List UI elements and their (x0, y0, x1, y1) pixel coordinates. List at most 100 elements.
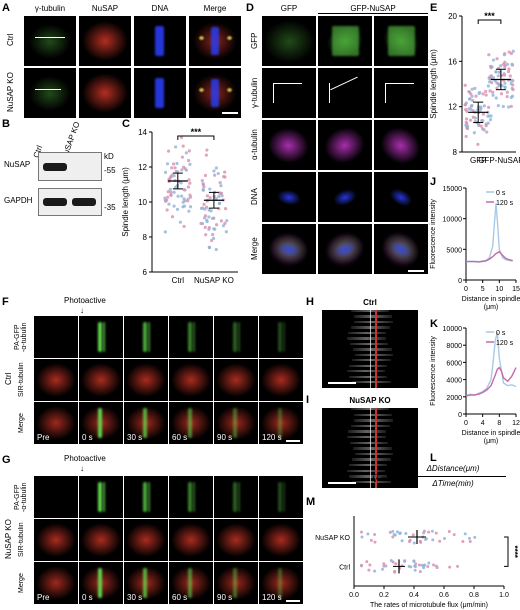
time-lapse-tile: 0 s (79, 562, 123, 604)
kymo-band (354, 353, 393, 356)
time-lapse-tile (34, 359, 78, 401)
spindle-signal (102, 322, 106, 352)
kymo-band (354, 315, 393, 318)
data-point (163, 170, 168, 174)
kymo-band (347, 331, 387, 335)
time-label: 0 s (82, 593, 93, 602)
cell-signal (81, 21, 129, 61)
data-point (468, 539, 472, 543)
data-point (497, 83, 501, 88)
time-lapse-tile (169, 316, 213, 358)
spindle-signal (143, 482, 147, 512)
panel-label-c: C (122, 118, 130, 130)
panel-label-e: E (430, 2, 438, 14)
category-label: GFP (470, 156, 486, 165)
chart-m: 0.0 0.2 0.4 0.6 0.8 1.0 The rates of microtubu… (315, 516, 519, 609)
panel-b-marker-55: -55 (104, 166, 116, 175)
data-point (506, 105, 511, 109)
spindle-pole-marker (384, 83, 386, 103)
data-point (163, 230, 167, 234)
data-point (478, 109, 482, 113)
data-point (207, 225, 211, 230)
data-point (423, 537, 427, 541)
panel-a-tile (134, 16, 186, 66)
data-point (463, 532, 467, 536)
data-point (392, 533, 396, 537)
data-point (489, 114, 493, 118)
panel-a-tile (79, 16, 131, 66)
data-point (505, 90, 509, 94)
cell-signal (261, 566, 301, 600)
data-point (467, 536, 471, 540)
data-point (205, 220, 209, 224)
y-tick-label: 10000 (443, 326, 463, 333)
data-point (214, 166, 218, 170)
data-point (414, 562, 418, 566)
y-tick-label: 10000 (443, 217, 463, 224)
data-point (208, 187, 212, 191)
cell-signal (171, 523, 211, 557)
significance-label: *** (191, 127, 202, 137)
data-point (511, 88, 515, 92)
panel-d-group-line (318, 13, 428, 14)
panel-label-m: M (306, 496, 316, 508)
panel-a-tile (24, 16, 76, 66)
kymo-band (354, 452, 393, 456)
data-point (186, 158, 191, 163)
x-tick-label: 0.4 (409, 592, 419, 599)
blot-gapdh-band-ctrl (43, 198, 67, 206)
spindle-signal (98, 408, 102, 438)
formula-lhs: V̄ = (372, 474, 386, 484)
data-point (473, 535, 477, 539)
data-point (360, 535, 364, 539)
data-point (212, 227, 216, 231)
series-line (465, 203, 513, 263)
time-label: 30 s (127, 593, 143, 602)
cell-signal (386, 184, 416, 210)
data-point (373, 569, 377, 573)
scale-bar (328, 482, 356, 484)
data-point (503, 63, 507, 67)
data-point (400, 539, 404, 543)
data-point (210, 238, 214, 243)
spindle-signal (192, 482, 196, 512)
time-lapse-tile (34, 476, 78, 518)
x-tick-label: 0.2 (379, 592, 389, 599)
cell-signal (216, 406, 256, 440)
y-tick-label: 20 (448, 12, 457, 21)
time-lapse-tile (124, 519, 168, 561)
legend-label: 120 s (496, 200, 514, 207)
kymo-band (348, 364, 388, 367)
spindle-signal (188, 322, 192, 352)
cell-signal (226, 35, 233, 41)
data-point (174, 169, 178, 174)
cell-signal (36, 363, 76, 397)
scale-bar (222, 112, 238, 114)
data-point (213, 173, 217, 177)
data-point (497, 70, 502, 74)
cell-signal (81, 73, 129, 113)
data-point (381, 567, 385, 571)
data-point (200, 178, 204, 183)
formula-numerator: ΔDistance(μm) (426, 464, 480, 473)
cell-signal (322, 20, 368, 62)
data-point (168, 187, 172, 191)
data-point (382, 562, 386, 566)
data-point (367, 568, 371, 572)
panel-a-row-ctrl: Ctrl (6, 33, 15, 47)
panel-label-l: L (430, 452, 437, 464)
data-point (435, 566, 439, 570)
data-point (167, 177, 171, 181)
data-point (220, 194, 224, 198)
x-tick-label: 0.0 (349, 592, 359, 599)
data-point (182, 204, 187, 208)
panel-label-d: D (246, 2, 254, 14)
panel-d-tile (318, 172, 372, 222)
time-lapse-tile: Pre (34, 562, 78, 604)
time-lapse-tile (79, 316, 123, 358)
time-lapse-tile: 90 s (214, 562, 258, 604)
data-point (427, 530, 431, 534)
data-point (461, 540, 465, 544)
spindle-pole-marker (272, 83, 274, 103)
panel-g-row-pa: PA-GFP -α-tubulin (14, 482, 28, 512)
